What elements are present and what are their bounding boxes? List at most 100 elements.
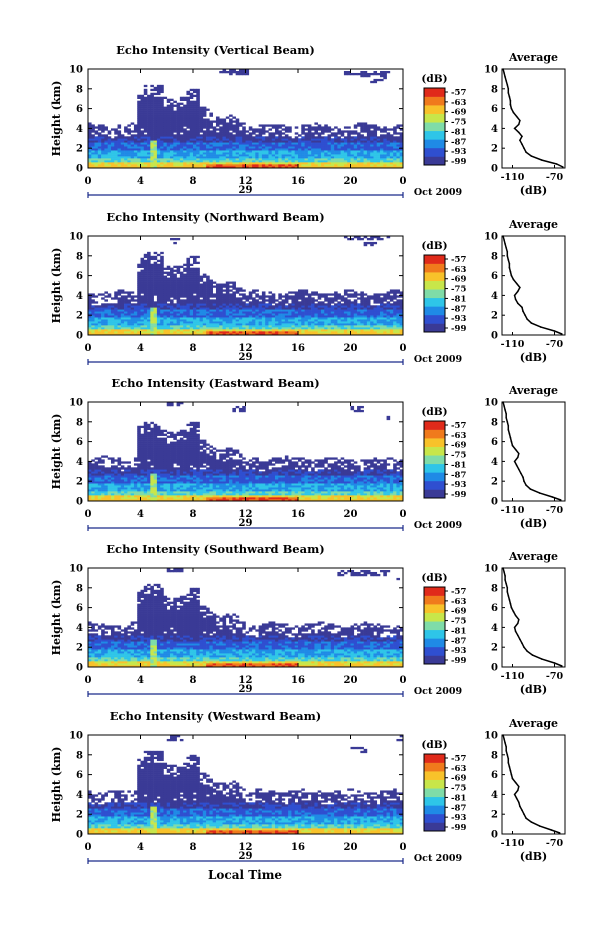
heatmap-cell [104,495,108,498]
heatmap-cell [320,303,325,306]
heatmap-cell [330,309,335,312]
heatmap-cell [304,301,309,304]
heatmap-cell [170,327,174,330]
heatmap-cell [124,327,128,330]
heatmap-cell [380,72,384,76]
heatmap-cell [363,160,368,163]
heatmap-cell [363,299,368,302]
heatmap-cell [186,313,191,316]
heatmap-cell [383,144,387,147]
heatmap-cell [170,281,174,284]
heatmap-cell [110,156,115,159]
heatmap-cell [386,164,391,167]
heatmap-cell [163,325,168,328]
heatmap-cell [107,303,112,306]
heatmap-cell [288,323,292,326]
heatmap-cell [235,297,240,300]
heatmap-cell [340,142,345,145]
heatmap-cell [130,333,135,336]
colorbar-tick-label: -69 [451,108,466,118]
heatmap-cell [337,136,341,139]
heatmap-cell [110,319,115,322]
heatmap-cell [396,323,401,326]
heatmap-cell [235,120,240,123]
heatmap-cell [399,140,404,143]
heatmap-cell [97,495,102,498]
heatmap-cell [330,307,335,310]
heatmap-cell [209,293,213,296]
heatmap-cell [307,142,312,145]
heatmap-cell [101,487,105,490]
heatmap-cell [252,319,256,322]
heatmap-cell [242,315,246,318]
heatmap-cell [317,317,322,320]
heatmap-cell [97,128,102,131]
heatmap-cell [137,287,141,290]
heatmap-cell [219,140,223,143]
heatmap-cell [238,329,243,332]
heatmap-cell [248,303,253,306]
heatmap-cell [193,104,197,107]
heatmap-cell [101,331,105,334]
heatmap-cell [386,148,391,151]
heatmap-cell [248,305,253,308]
heatmap-cell [150,138,154,141]
heatmap-cell [383,329,387,332]
heatmap-cell [373,164,378,167]
heatmap-cell [248,323,253,326]
heatmap-cell [170,271,174,274]
heatmap-cell [163,275,168,278]
heatmap-cell [193,299,197,302]
heatmap-cell [133,325,138,328]
heatmap-cell [307,323,312,326]
heatmap-cell [242,293,246,296]
heatmap-cell [284,313,289,316]
heatmap-cell [206,319,210,322]
heatmap-cell [327,329,332,332]
heatmap-cell [183,301,187,304]
heatmap-cell [229,313,233,316]
heatmap-cell [380,130,384,133]
heatmap-cell [252,299,256,302]
heatmap-cell [373,144,378,147]
heatmap-cell [363,148,368,151]
heatmap-cell [199,321,204,324]
heatmap-cell [330,319,335,322]
heatmap-cell [294,325,299,328]
heatmap-cell [196,255,200,259]
heatmap-cell [209,112,213,115]
heatmap-cell [337,315,341,318]
heatmap-cell [357,329,361,332]
heatmap-cell [232,329,236,332]
heatmap-cell [189,329,194,332]
heatmap-cell [94,295,99,298]
heatmap-cell [137,140,141,143]
heatmap-cell [366,237,371,241]
heatmap-cell [324,164,328,167]
heatmap-cell [347,237,351,241]
heatmap-cell [255,162,259,165]
heatmap-cell [225,327,230,330]
heatmap-cell [140,114,145,117]
heatmap-cell [304,124,309,127]
heatmap-cell [160,166,164,169]
heatmap-cell [311,144,315,147]
heatmap-cell [284,140,289,143]
heatmap-cell [386,140,391,143]
heatmap-cell [212,166,217,169]
heatmap-cell [140,279,145,282]
heatmap-cell [330,152,335,155]
heatmap-cell [170,138,174,141]
heatmap-cell [88,295,92,298]
heatmap-cell [189,269,194,272]
heatmap-cell [219,138,223,141]
heatmap-cell [225,136,230,139]
heatmap-cell [120,289,125,292]
heatmap-cell [389,291,394,294]
colorbar-tick-label: -81 [451,294,466,304]
heatmap-cell [97,327,102,330]
heatmap-cell [363,315,368,318]
heatmap-cell [334,160,338,163]
heatmap-cell [393,156,397,159]
heatmap-cell [360,164,364,167]
